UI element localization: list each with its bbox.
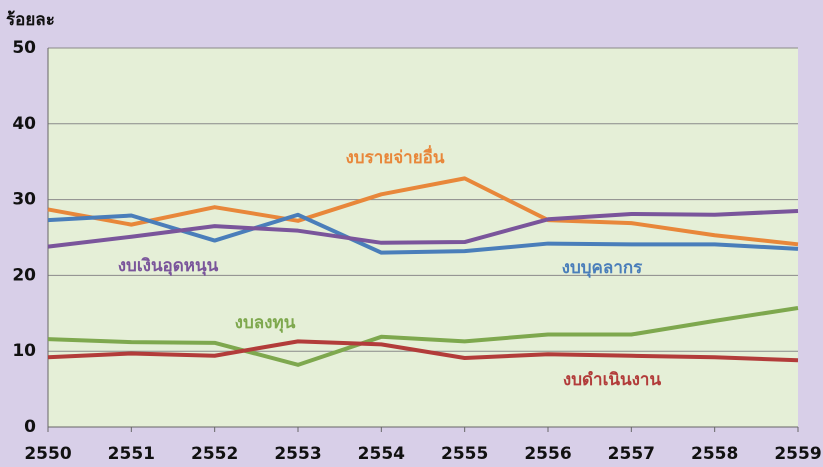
series-label: งบบุคลากร — [562, 258, 644, 278]
series-line — [47, 208, 799, 249]
y-tick-label: 50 — [12, 38, 36, 58]
x-tick-label: 2551 — [108, 444, 155, 464]
plot-area — [48, 48, 798, 427]
y-axis-label: ร้อยละ — [6, 10, 55, 30]
y-tick-label: 10 — [12, 341, 36, 361]
x-tick-label: 2557 — [608, 444, 655, 464]
x-tick-label: 2556 — [524, 444, 571, 464]
x-tick-label: 2554 — [358, 444, 405, 464]
y-tick-label: 0 — [24, 417, 36, 437]
x-tick-label: 2550 — [24, 444, 71, 464]
x-tick-label: 2552 — [191, 444, 238, 464]
series-line — [47, 212, 799, 255]
x-tick-label: 2555 — [441, 444, 488, 464]
series-line — [47, 176, 799, 247]
series-label: งบเงินอุดหนุน — [118, 256, 219, 276]
x-tick-label: 2559 — [774, 444, 821, 464]
x-tick-label: 2558 — [691, 444, 738, 464]
series-line — [47, 339, 799, 363]
series-label: งบดำเนินงาน — [563, 370, 662, 390]
x-tick-label: 2553 — [274, 444, 321, 464]
series-line — [47, 306, 799, 367]
y-tick-label: 40 — [12, 114, 36, 134]
y-tick-label: 20 — [12, 265, 36, 285]
series-label: งบรายจ่ายอื่น — [345, 145, 444, 168]
y-tick-label: 30 — [12, 190, 36, 210]
series-label: งบลงทุน — [235, 313, 296, 333]
